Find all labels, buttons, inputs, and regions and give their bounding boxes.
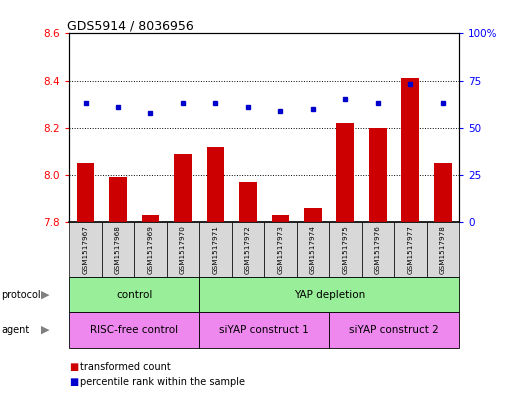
Text: GSM1517977: GSM1517977 xyxy=(407,225,413,274)
Text: GDS5914 / 8036956: GDS5914 / 8036956 xyxy=(67,19,194,32)
Bar xyxy=(402,78,419,222)
Text: RISC-free control: RISC-free control xyxy=(90,325,179,335)
Text: GSM1517976: GSM1517976 xyxy=(375,225,381,274)
Text: YAP depletion: YAP depletion xyxy=(293,290,365,300)
Text: GSM1517968: GSM1517968 xyxy=(115,225,121,274)
Bar xyxy=(174,154,192,222)
Bar xyxy=(394,222,427,277)
Bar xyxy=(271,215,289,222)
Bar xyxy=(369,128,387,222)
Bar xyxy=(427,222,459,277)
Text: siYAP construct 1: siYAP construct 1 xyxy=(220,325,309,335)
Bar xyxy=(199,222,232,277)
Bar xyxy=(207,147,224,222)
Text: ■: ■ xyxy=(69,377,78,387)
Bar xyxy=(304,208,322,222)
Text: ■: ■ xyxy=(69,362,78,373)
Bar xyxy=(329,222,362,277)
Text: GSM1517969: GSM1517969 xyxy=(147,225,153,274)
Bar xyxy=(362,222,394,277)
Bar xyxy=(142,215,160,222)
Text: GSM1517967: GSM1517967 xyxy=(83,225,89,274)
Bar xyxy=(329,312,459,348)
Text: GSM1517971: GSM1517971 xyxy=(212,225,219,274)
Text: transformed count: transformed count xyxy=(80,362,170,373)
Bar xyxy=(69,222,102,277)
Text: agent: agent xyxy=(1,325,29,335)
Bar xyxy=(167,222,199,277)
Bar xyxy=(102,222,134,277)
Bar xyxy=(109,177,127,222)
Bar xyxy=(199,312,329,348)
Bar xyxy=(264,222,297,277)
Text: GSM1517970: GSM1517970 xyxy=(180,225,186,274)
Bar xyxy=(434,163,452,222)
Text: siYAP construct 2: siYAP construct 2 xyxy=(349,325,439,335)
Bar xyxy=(134,222,167,277)
Text: percentile rank within the sample: percentile rank within the sample xyxy=(80,377,245,387)
Text: GSM1517973: GSM1517973 xyxy=(278,225,284,274)
Bar xyxy=(337,123,354,222)
Text: control: control xyxy=(116,290,152,300)
Bar xyxy=(297,222,329,277)
Bar xyxy=(69,312,199,348)
Text: GSM1517975: GSM1517975 xyxy=(342,225,348,274)
Text: GSM1517974: GSM1517974 xyxy=(310,225,316,274)
Text: GSM1517978: GSM1517978 xyxy=(440,225,446,274)
Bar xyxy=(199,277,459,312)
Text: protocol: protocol xyxy=(1,290,41,300)
Text: GSM1517972: GSM1517972 xyxy=(245,225,251,274)
Bar xyxy=(69,277,199,312)
Bar xyxy=(239,182,257,222)
Text: ▶: ▶ xyxy=(41,290,49,300)
Text: ▶: ▶ xyxy=(41,325,49,335)
Bar xyxy=(232,222,264,277)
Bar xyxy=(76,163,94,222)
